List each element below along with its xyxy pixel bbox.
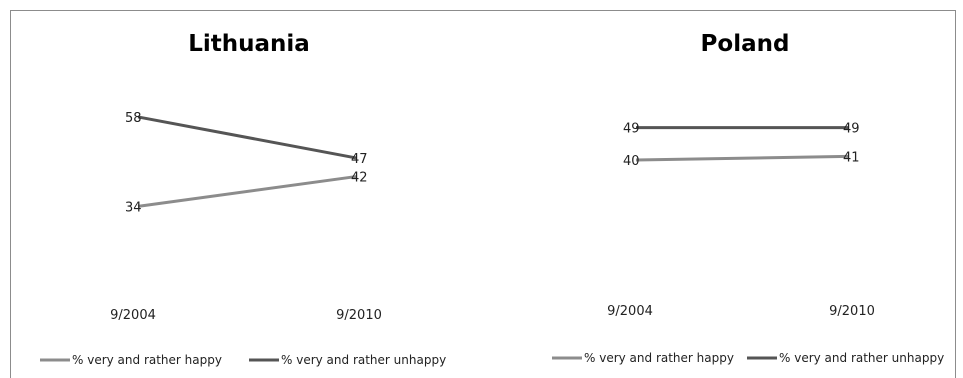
data-label-poland-unhappy-1: 49 xyxy=(843,122,860,137)
x-tick-lithuania-1: 9/2010 xyxy=(336,308,382,323)
x-tick-poland-1: 9/2010 xyxy=(829,304,875,319)
legend-label-unhappy: % very and rather unhappy xyxy=(779,351,944,365)
legend-poland: % very and rather happy % very and rathe… xyxy=(552,351,944,365)
x-tick-lithuania-0: 9/2004 xyxy=(110,308,156,323)
data-label-poland-happy-1: 41 xyxy=(843,150,860,165)
legend-lithuania: % very and rather happy % very and rathe… xyxy=(40,353,446,367)
chart-panel-poland: Poland 40 41 49 49 9/2004 9/2010 % very and… xyxy=(552,31,944,365)
legend-label-unhappy: % very and rather unhappy xyxy=(281,353,446,367)
chart-title-poland: Poland xyxy=(701,31,790,57)
legend-label-happy: % very and rather happy xyxy=(584,351,734,365)
data-label-lithuania-unhappy-0: 58 xyxy=(125,111,142,126)
series-line-lithuania-happy xyxy=(137,175,357,208)
data-label-poland-unhappy-0: 49 xyxy=(623,122,640,137)
data-label-lithuania-unhappy-1: 47 xyxy=(351,152,368,167)
data-label-lithuania-happy-1: 42 xyxy=(351,171,368,186)
legend-label-happy: % very and rather happy xyxy=(72,353,222,367)
chart-panel-lithuania: Lithuania 34 42 58 47 9/2004 9/2010 % very … xyxy=(40,31,446,367)
series-line-poland-happy xyxy=(635,154,849,162)
data-label-poland-happy-0: 40 xyxy=(623,154,640,169)
x-tick-poland-0: 9/2004 xyxy=(607,304,653,319)
chart-frame xyxy=(10,10,956,378)
chart-title-lithuania: Lithuania xyxy=(188,31,310,57)
series-line-lithuania-unhappy xyxy=(137,115,357,160)
data-label-lithuania-happy-0: 34 xyxy=(125,200,142,215)
